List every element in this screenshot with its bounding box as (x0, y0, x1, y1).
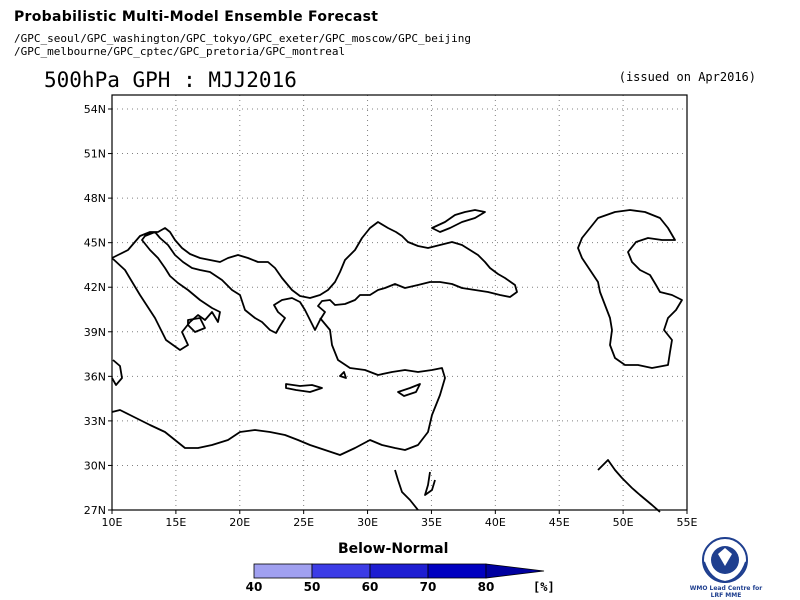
island-cyprus (397, 383, 421, 397)
legend-title: Below-Normal (338, 541, 449, 557)
lon-label: 55E (677, 516, 698, 529)
legend-swatch (369, 563, 429, 579)
coastline-azov (431, 209, 486, 233)
coastlines (111, 209, 683, 513)
lon-label: 50E (613, 516, 634, 529)
issued-date: (issued on Apr2016) (618, 70, 756, 84)
legend-label: 50 (303, 580, 321, 594)
legend-label: 40 (245, 580, 263, 594)
legend-swatch-arrow (485, 563, 545, 579)
coastline-suez (424, 471, 436, 496)
coastline-anatolia (111, 317, 446, 456)
legend-swatch (427, 563, 487, 579)
coastline-caspian (577, 209, 683, 369)
lon-label: 20E (229, 516, 250, 529)
legend-swatch (311, 563, 371, 579)
wmo-emblem-icon (702, 537, 748, 584)
lon-label: 15E (165, 516, 186, 529)
lat-label: 48N (84, 192, 106, 205)
legend-label: 70 (419, 580, 437, 594)
lat-label: 30N (84, 459, 106, 472)
coastline-red-sea (394, 469, 419, 511)
legend-colorbar (253, 563, 545, 579)
centres-list-line2: /GPC_melbourne/GPC_cptec/GPC_pretoria/GP… (14, 45, 346, 58)
lat-label: 51N (84, 148, 106, 161)
legend-label: 80 (477, 580, 495, 594)
lat-label: 54N (84, 103, 106, 116)
longitude-labels: 10E 15E 20E 25E 30E 35E 40E 45E 50E 55E (102, 516, 698, 529)
lat-label: 45N (84, 237, 106, 250)
legend-label: 60 (361, 580, 379, 594)
lon-label: 25E (293, 516, 314, 529)
centres-list-line1: /GPC_seoul/GPC_washington/GPC_tokyo/GPC_… (14, 32, 471, 45)
logo-caption: WMO Lead Centre for LRF MME (689, 585, 763, 599)
coastline-europe (111, 221, 518, 351)
island-crete (285, 383, 323, 393)
coastline-gulf (597, 459, 661, 513)
lat-label: 39N (84, 326, 106, 339)
legend-unit: [%] (533, 580, 555, 594)
latitude-labels: 27N 30N 33N 36N 39N 42N 45N 48N 51N 54N (84, 103, 106, 517)
lat-label: 36N (84, 370, 106, 383)
island-rhodes (339, 371, 347, 379)
island-sardinia (111, 359, 123, 386)
page-title: Probabilistic Multi-Model Ensemble Forec… (14, 9, 379, 25)
lon-label: 40E (485, 516, 506, 529)
legend-swatch (253, 563, 313, 579)
map-frame (111, 94, 688, 511)
lat-label: 27N (84, 504, 106, 517)
map-title: 500hPa GPH : MJJ2016 (44, 68, 297, 92)
lon-label: 35E (421, 516, 442, 529)
lon-label: 10E (102, 516, 123, 529)
lat-label: 42N (84, 281, 106, 294)
island-sicily (187, 317, 206, 333)
lon-label: 30E (357, 516, 378, 529)
axis-ticks (108, 108, 688, 514)
lat-label: 33N (84, 415, 106, 428)
lon-label: 45E (549, 516, 570, 529)
